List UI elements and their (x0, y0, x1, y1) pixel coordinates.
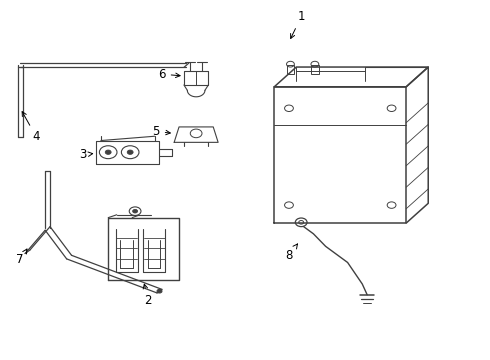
Bar (311, 65, 319, 74)
Text: 2: 2 (143, 284, 152, 307)
Bar (287, 65, 294, 74)
Text: 6: 6 (158, 68, 180, 81)
Circle shape (157, 289, 162, 293)
Text: 5: 5 (152, 125, 171, 138)
Circle shape (105, 150, 111, 154)
Circle shape (127, 150, 133, 154)
Text: 4: 4 (22, 112, 40, 144)
Text: 1: 1 (291, 10, 305, 39)
Text: 7: 7 (17, 249, 27, 266)
Circle shape (133, 210, 138, 213)
Text: 3: 3 (79, 148, 93, 161)
Text: 8: 8 (285, 244, 297, 262)
